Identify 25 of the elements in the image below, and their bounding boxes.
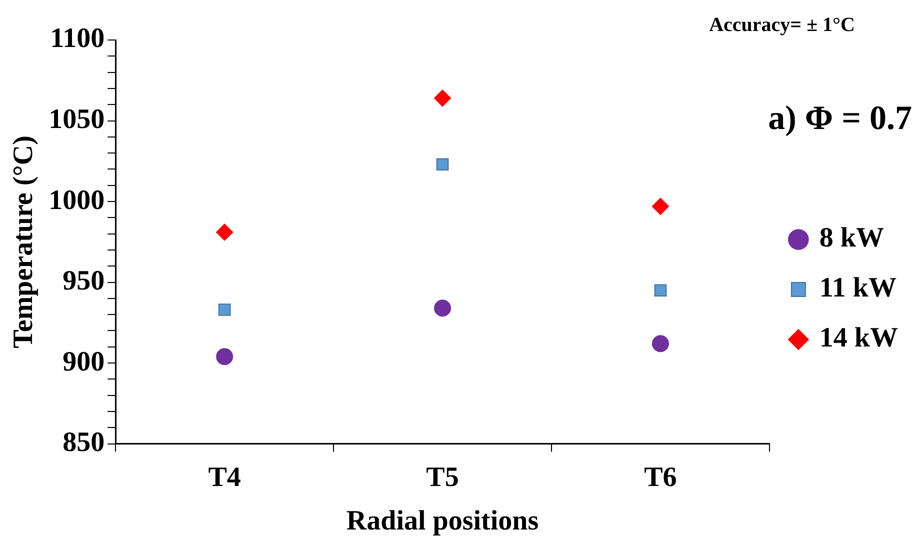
x-axis-title: Radial positions (346, 505, 539, 536)
point (654, 284, 667, 297)
point (218, 304, 231, 316)
y-tick-label: 900 (62, 346, 105, 378)
y-tick-label: 1100 (50, 23, 105, 54)
y-tick-label: 850 (62, 427, 105, 458)
point (434, 90, 452, 107)
point (216, 224, 234, 241)
point (216, 348, 234, 366)
y-tick-label: 1000 (48, 184, 105, 216)
point (434, 300, 452, 317)
y-tick-label: 950 (62, 266, 105, 297)
point (652, 198, 669, 215)
point (652, 335, 669, 352)
y-axis-title: Temperature (°C) (8, 136, 40, 348)
point (436, 158, 449, 171)
text: Accuracy= ± 1°C (709, 14, 855, 36)
legend-label: 8 kW (819, 222, 884, 254)
x-tick-label: T4 (208, 462, 241, 493)
legend-label: 11 kW (819, 272, 896, 304)
annotation: a) Φ = 0.7 (768, 100, 912, 137)
x-tick-label: T5 (426, 462, 459, 493)
legend-label: 14 kW (819, 322, 898, 354)
x-tick-label: T6 (644, 462, 677, 493)
y-tick-label: 1050 (48, 104, 105, 135)
